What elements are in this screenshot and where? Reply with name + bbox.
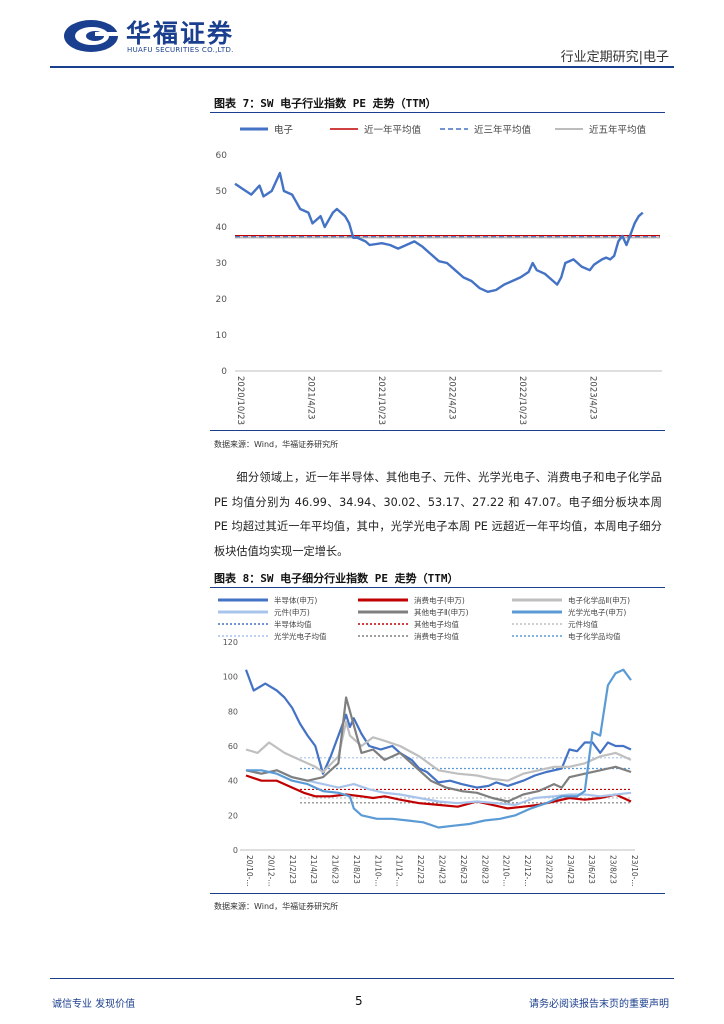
series-line	[245, 720, 632, 782]
y-tick-label: 60	[216, 151, 228, 161]
legend-label: 元件(申万)	[274, 607, 310, 617]
huafu-logo-icon	[64, 20, 120, 52]
figure7-rule	[210, 112, 665, 113]
legend-label: 电子化学品Ⅱ(申万)	[568, 595, 630, 605]
x-tick-label: 21/6/23	[331, 855, 340, 884]
legend-item: 电子化学品均值	[512, 631, 621, 641]
footer-disclaimer: 请务必阅读报告末页的重要声明	[529, 999, 669, 1010]
y-tick-label: 0	[233, 846, 238, 855]
figure8-chart: 半导体(申万) 消费电子(申万) 电子化学品Ⅱ(申万) 元件(申万) 其他电子Ⅱ(申万)…	[218, 595, 639, 886]
legend-label: 元件均值	[568, 619, 598, 629]
x-tick-label: 21/4/23	[309, 855, 318, 884]
y-tick-label: 100	[223, 673, 238, 682]
figure7-bottom-rule	[210, 430, 665, 431]
legend-label: 半导体(申万)	[274, 595, 317, 605]
y-tick-label: 40	[216, 223, 228, 233]
legend-item: 近一年平均值	[330, 124, 422, 136]
legend-label: 消费电子均值	[414, 631, 459, 641]
y-tick-label: 10	[216, 331, 228, 341]
page-number: 5	[355, 994, 363, 1008]
series-line	[244, 669, 632, 789]
legend-item: 半导体(申万)	[218, 595, 317, 605]
x-tick-label: 22/10-...	[502, 855, 511, 886]
legend-label: 消费电子(申万)	[414, 595, 465, 605]
legend-item: 其他电子Ⅱ(申万)	[358, 607, 469, 617]
x-tick-label: 23/4/23	[566, 855, 575, 884]
x-tick-label: 2021/4/23	[305, 376, 315, 420]
y-tick-label: 40	[228, 777, 238, 786]
brand-name: 华福证券	[126, 19, 235, 48]
y-tick-label: 20	[216, 295, 228, 305]
figure8-title: 图表 8：SW 电子细分行业指数 PE 走势（TTM）	[214, 572, 459, 585]
x-tick-label: 2020/10/23	[235, 376, 245, 425]
x-tick-label: 23/6/23	[587, 855, 596, 884]
x-tick-label: 2022/4/23	[446, 376, 456, 420]
legend-item: 元件(申万)	[218, 607, 310, 617]
legend-item: 消费电子(申万)	[358, 595, 465, 605]
x-tick-label: 21/12-...	[395, 855, 404, 886]
y-tick-label: 80	[228, 707, 238, 716]
legend-item: 电子化学品Ⅱ(申万)	[512, 595, 630, 605]
x-tick-label: 23/10-...	[630, 855, 639, 886]
figure7-chart: 0 10 20 30 40 50 60 2020/10/23 2021/4/23 2021/10/…	[216, 124, 662, 425]
y-tick-label: 20	[228, 811, 238, 820]
series-line	[245, 696, 632, 803]
legend-label: 光学光电子(申万)	[568, 607, 626, 617]
y-tick-label: 60	[228, 742, 238, 751]
body-paragraph: 细分领域上，近一年半导体、其他电子、元件、光学光电子、消费电子和电子化学品 PE…	[214, 471, 662, 558]
footer-divider	[50, 978, 674, 979]
x-tick-label: 20/10-...	[245, 855, 254, 886]
figure7-source: 数据来源：Wind，华福证券研究所	[214, 440, 339, 449]
x-tick-label: 20/12-...	[266, 855, 275, 886]
brand-name-en: HUAFU SECURITIES CO.,LTD.	[127, 46, 234, 54]
legend-item: 光学光电子(申万)	[512, 607, 626, 617]
report-section: 行业定期研究|电子	[560, 50, 669, 65]
x-tick-label: 22/2/23	[416, 855, 425, 884]
figure8-bottom-rule	[210, 893, 665, 894]
legend-item: 近五年平均值	[555, 124, 647, 136]
figure8-source: 数据来源：Wind，华福证券研究所	[214, 902, 339, 911]
x-tick-label: 2021/10/23	[376, 376, 386, 425]
legend-item: 消费电子均值	[358, 631, 459, 641]
x-tick-label: 2022/10/23	[517, 376, 527, 425]
header-divider	[50, 66, 674, 68]
x-tick-label: 22/8/23	[480, 855, 489, 884]
y-tick-label: 30	[216, 259, 228, 269]
x-tick-label: 23/2/23	[544, 855, 553, 884]
legend-item: 元件均值	[512, 619, 598, 629]
legend-label: 其他电子均值	[414, 619, 459, 629]
x-tick-label: 22/12-...	[523, 855, 532, 886]
x-tick-label: 21/2/23	[288, 855, 297, 884]
legend-item: 电子	[240, 124, 294, 136]
legend-label: 近一年平均值	[364, 124, 422, 136]
legend-label: 电子化学品均值	[568, 631, 621, 641]
legend-label: 光学光电子均值	[274, 631, 327, 641]
x-tick-label: 21/8/23	[352, 855, 361, 884]
series-line-electronics	[234, 171, 644, 293]
series-line	[245, 774, 632, 810]
series-line	[246, 668, 632, 829]
legend-item: 半导体均值	[218, 619, 312, 629]
x-tick-label: 22/4/23	[438, 855, 447, 884]
y-tick-label: 50	[216, 187, 228, 197]
x-tick-label: 21/10-...	[373, 855, 382, 886]
x-tick-label: 23/8/23	[609, 855, 618, 884]
legend-label: 近五年平均值	[589, 124, 647, 136]
figure8-rule	[210, 587, 665, 588]
legend-item: 其他电子均值	[358, 619, 459, 629]
figure7-title: 图表 7：SW 电子行业指数 PE 走势（TTM）	[214, 97, 437, 110]
x-tick-label: 2023/4/23	[587, 376, 597, 420]
legend-item: 近三年平均值	[440, 124, 532, 136]
y-tick-label: 120	[223, 638, 238, 647]
legend-label: 半导体均值	[274, 619, 312, 629]
legend-label: 其他电子Ⅱ(申万)	[414, 607, 469, 617]
footer-slogan: 诚信专业 发现价值	[52, 999, 136, 1010]
legend-label: 电子	[274, 124, 294, 136]
x-tick-label: 22/6/23	[459, 855, 468, 884]
legend-label: 近三年平均值	[474, 124, 532, 136]
y-tick-label: 0	[221, 367, 227, 377]
legend-item: 光学光电子均值	[218, 631, 327, 641]
